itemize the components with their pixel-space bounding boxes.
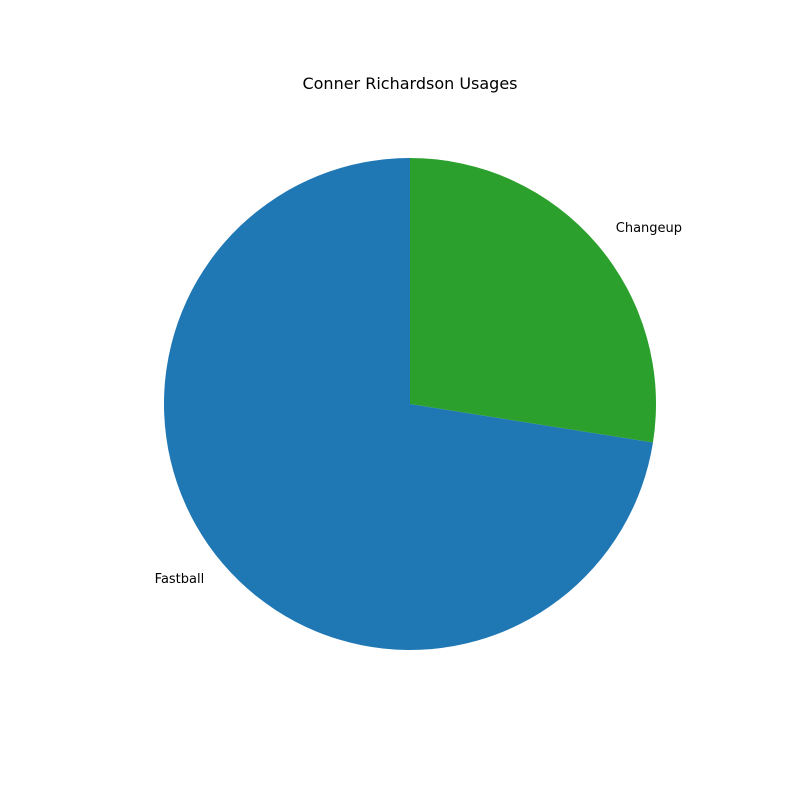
pie-slice-fastball: [163, 158, 653, 650]
pie-label-changeup: Changeup: [616, 221, 682, 236]
chart-title: Conner Richardson Usages: [302, 74, 517, 93]
pie-group: [163, 157, 656, 650]
pie-slice-changeup: [410, 157, 656, 443]
pie-labels: Fastball Changeup: [155, 221, 682, 587]
pie-label-fastball: Fastball: [155, 572, 205, 587]
